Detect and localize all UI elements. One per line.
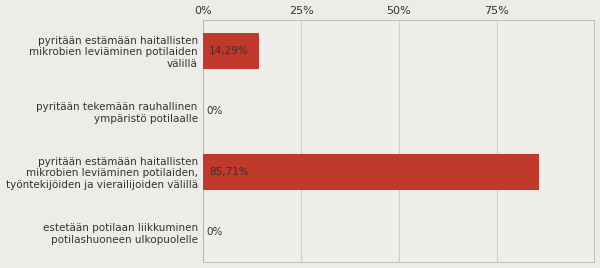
Text: 85,71%: 85,71% xyxy=(209,167,249,177)
Text: 0%: 0% xyxy=(206,227,223,237)
Text: 14,29%: 14,29% xyxy=(209,46,249,56)
Text: 0%: 0% xyxy=(206,106,223,116)
Bar xyxy=(203,32,259,69)
Bar xyxy=(203,154,539,190)
